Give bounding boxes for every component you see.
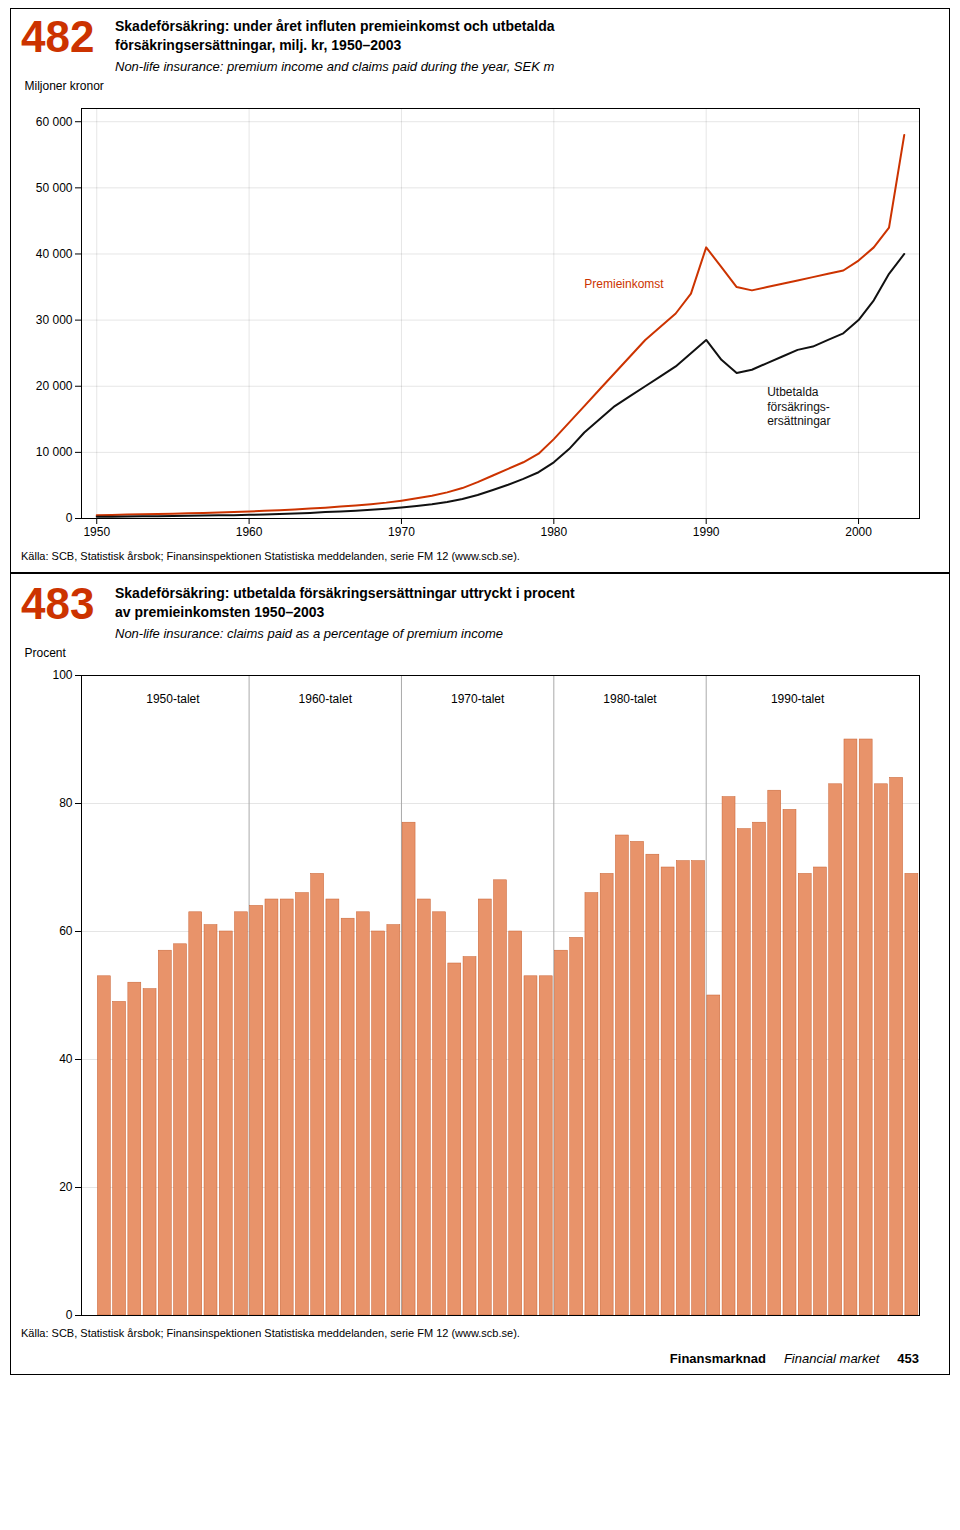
svg-text:80: 80 [59,796,73,810]
svg-text:Premieinkomst: Premieinkomst [584,277,664,291]
html-text:482: 482 [21,12,95,61]
svg-text:30 000: 30 000 [36,313,73,327]
html-text:Financial market: Financial market [783,1350,880,1366]
svg-text:1970: 1970 [388,525,415,539]
svg-text:0: 0 [66,1308,73,1322]
svg-text:1990-talet: 1990-talet [771,692,825,706]
html-text:Källa: SCB, Statistisk årsbok;: Källa: SCB, Statistisk årsbok; Finansins… [21,549,520,562]
html-text:Finansmarknad: Finansmarknad [669,1350,766,1366]
svg-text:60 000: 60 000 [36,114,73,128]
svg-text:40: 40 [59,1052,73,1066]
svg-text:0: 0 [66,511,73,525]
svg-text:40 000: 40 000 [36,247,73,261]
svg-text:Procent: Procent [25,646,67,660]
svg-text:60: 60 [59,924,73,938]
html-text:Skadeförsäkring: under året in: Skadeförsäkring: under året influten pre… [115,18,555,53]
html-text:Skadeförsäkring: utbetalda för: Skadeförsäkring: utbetalda försäkringser… [115,584,575,620]
svg-text:20 000: 20 000 [36,379,73,393]
svg-text:2000: 2000 [845,525,872,539]
svg-text:Miljoner kronor: Miljoner kronor [25,79,104,93]
svg-text:1990: 1990 [693,525,720,539]
html-text:Non-life insurance: premium in: Non-life insurance: premium income and c… [115,58,555,74]
svg-text:1950: 1950 [83,525,110,539]
svg-text:1980: 1980 [540,525,567,539]
svg-text:1980-talet: 1980-talet [603,692,657,706]
svg-text:1960: 1960 [236,525,263,539]
svg-text:10 000: 10 000 [36,445,73,459]
svg-text:1950-talet: 1950-talet [146,692,200,706]
html-text:453: 453 [897,1350,919,1366]
svg-text:20: 20 [59,1180,73,1194]
svg-text:1960-talet: 1960-talet [299,692,353,706]
svg-text:100: 100 [52,668,72,682]
html-text:Källa: SCB, Statistisk årsbok;: Källa: SCB, Statistisk årsbok; Finansins… [21,1326,520,1339]
svg-text:50 000: 50 000 [36,180,73,194]
svg-text:Utbetaldaförsäkrings-ersättnin: Utbetaldaförsäkrings-ersättningar [767,385,830,428]
html-text:483: 483 [21,578,95,628]
svg-text:1970-talet: 1970-talet [451,692,505,706]
html-text:Non-life insurance: claims pai: Non-life insurance: claims paid as a per… [115,625,503,641]
